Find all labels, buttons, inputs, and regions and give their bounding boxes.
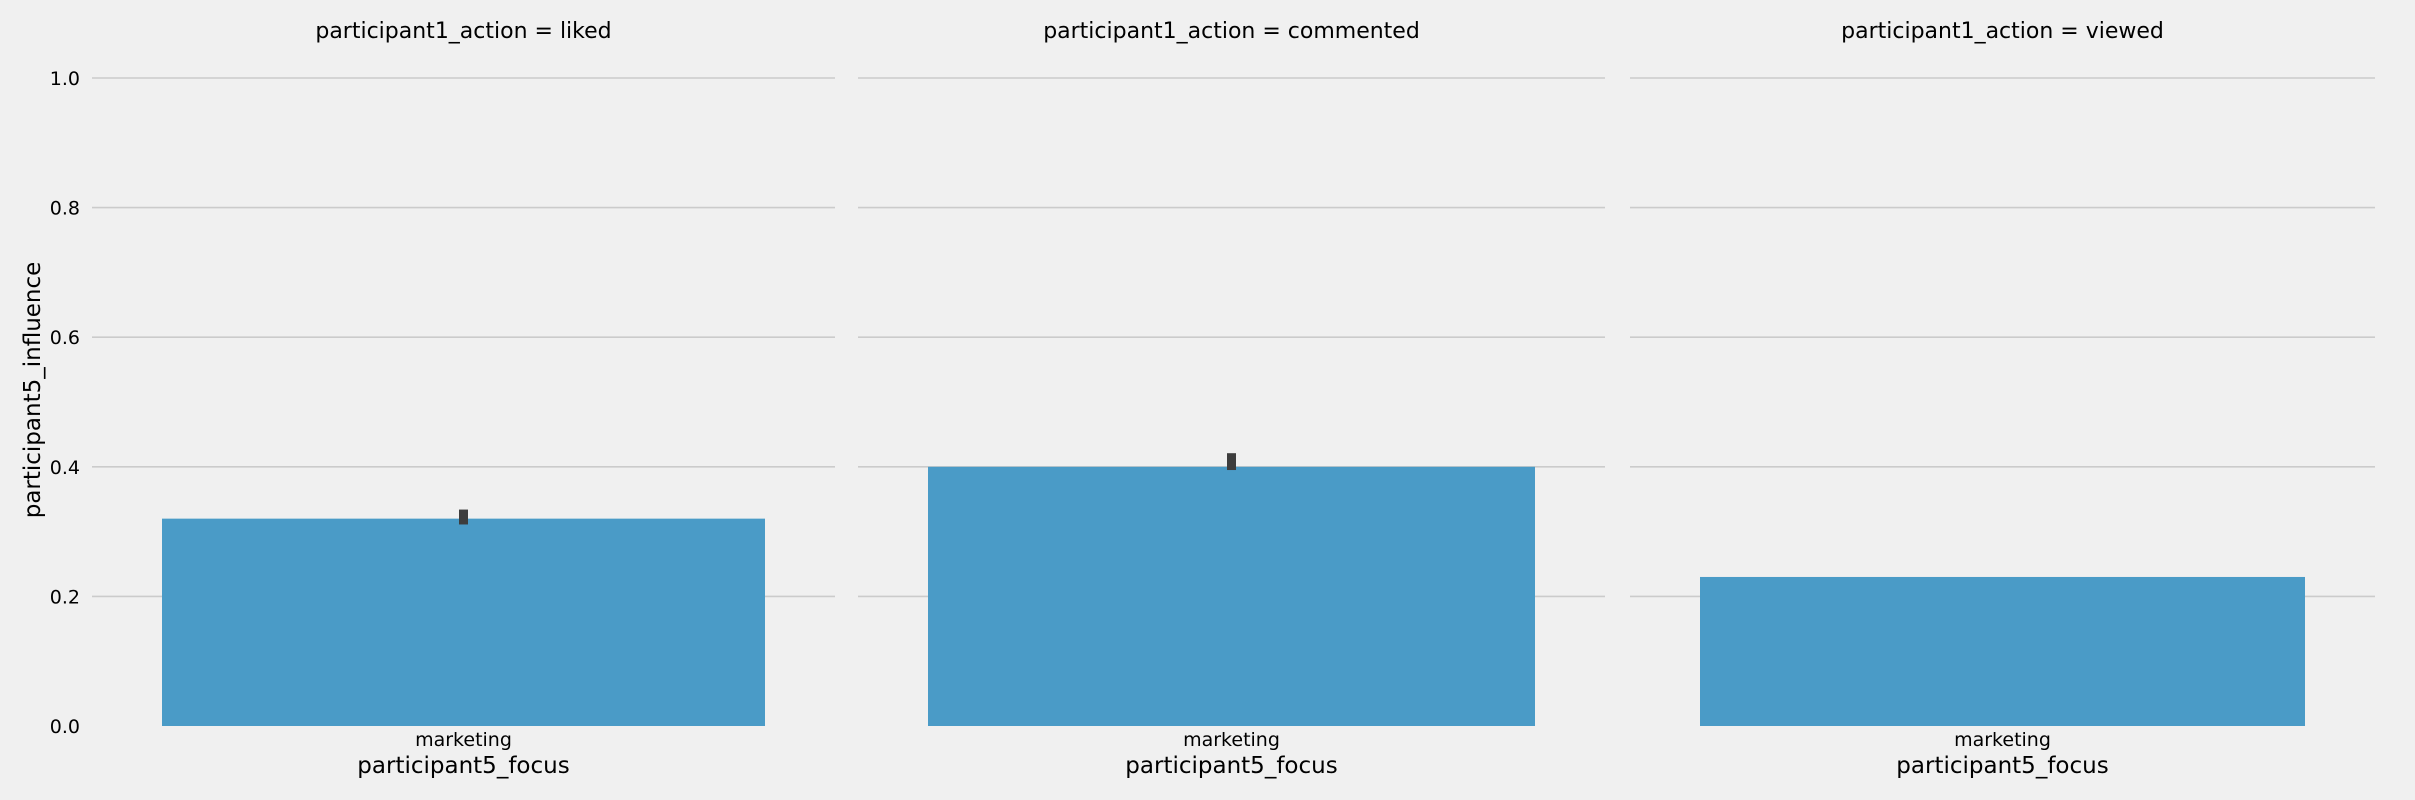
panel-title: participant1_action = liked xyxy=(315,19,611,44)
bar xyxy=(928,466,1535,726)
y-tick-label: 0.2 xyxy=(50,586,80,608)
y-tick-label: 0.0 xyxy=(50,716,80,738)
x-axis-label: participant5_focus xyxy=(357,753,569,779)
x-axis-label: participant5_focus xyxy=(1896,753,2108,779)
y-tick-label: 0.4 xyxy=(50,457,80,479)
panel-title: participant1_action = viewed xyxy=(1841,19,2164,44)
y-tick-label: 1.0 xyxy=(50,68,80,90)
x-tick-label: marketing xyxy=(1954,729,2051,751)
facet-panels: participant1_action = likedmarketingpart… xyxy=(92,19,2375,779)
panel-title: participant1_action = commented xyxy=(1043,19,1420,44)
y-axis-label: participant5_influence xyxy=(20,262,46,519)
x-tick-label: marketing xyxy=(1183,729,1280,751)
y-axis-label-group: participant5_influence xyxy=(20,262,46,519)
facet-panel: participant1_action = viewed marketingpar… xyxy=(1630,19,2375,779)
y-tick-label: 0.8 xyxy=(50,198,80,220)
x-axis-label: participant5_focus xyxy=(1125,753,1337,779)
bar xyxy=(162,518,765,726)
y-tick-label: 0.6 xyxy=(50,327,80,349)
facet-panel: participant1_action = liked marketingpart… xyxy=(92,19,835,779)
x-tick-label: marketing xyxy=(415,729,512,751)
facet-panel: participant1_action = commented marketing… xyxy=(858,19,1605,779)
y-axis-ticks: 0.0 0.2 0.4 0.6 0.8 1.0 xyxy=(50,68,80,738)
bar xyxy=(1700,576,2305,726)
